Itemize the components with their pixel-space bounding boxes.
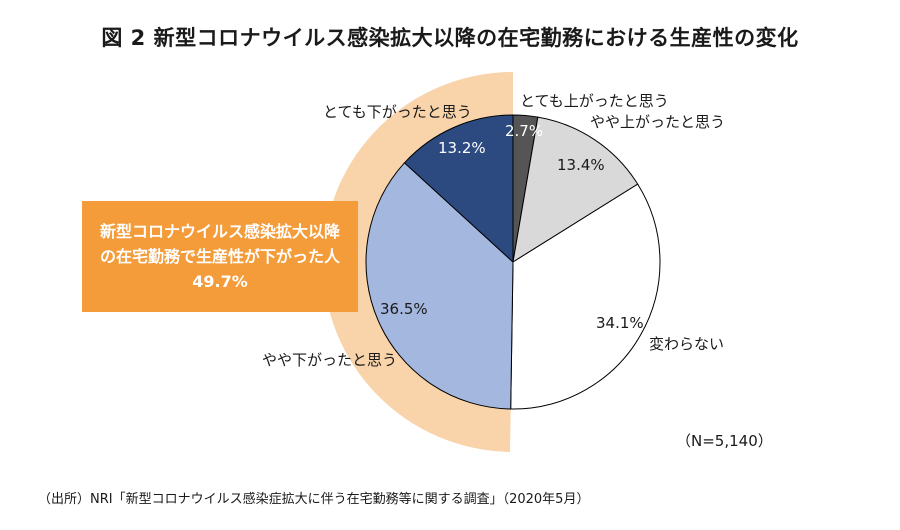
source-note: （出所）NRI「新型コロナウイルス感染症拡大に伴う在宅勤務等に関する調査」（20… [38,492,590,507]
category-label-no-change: 変わらない [649,335,725,353]
category-label-somewhat-up: やや上がったと思う [590,113,726,131]
value-label-very-up: 2.7% [505,122,544,140]
value-label-somewhat-up: 13.4% [557,156,605,174]
callout-line-3: 49.7% [192,272,248,291]
value-label-no-change: 34.1% [596,314,644,332]
category-label-somewhat-down: やや下がったと思う [262,351,398,369]
value-label-very-down: 13.2% [438,139,486,157]
category-label-very-down: とても下がったと思う [323,103,472,121]
callout-line-2: の在宅勤務で生産性が下がった人 [99,247,340,266]
category-label-very-up: とても上がったと思う [520,92,669,110]
pie-slice-somewhat-up [512,116,639,264]
pie-slice-somewhat-down [365,162,514,410]
value-label-somewhat-down: 36.5% [380,300,428,318]
pie-slice-no-change [510,183,661,410]
callout-box: 新型コロナウイルス感染拡大以降 の在宅勤務で生産性が下がった人 49.7% [82,201,358,312]
sample-size-label: （N=5,140） [676,432,773,450]
pie-slice-very-down [403,114,514,264]
chart-title: 図 2 新型コロナウイルス感染拡大以降の在宅勤務における生産性の変化 [101,26,799,50]
callout-line-1: 新型コロナウイルス感染拡大以降 [99,222,340,241]
